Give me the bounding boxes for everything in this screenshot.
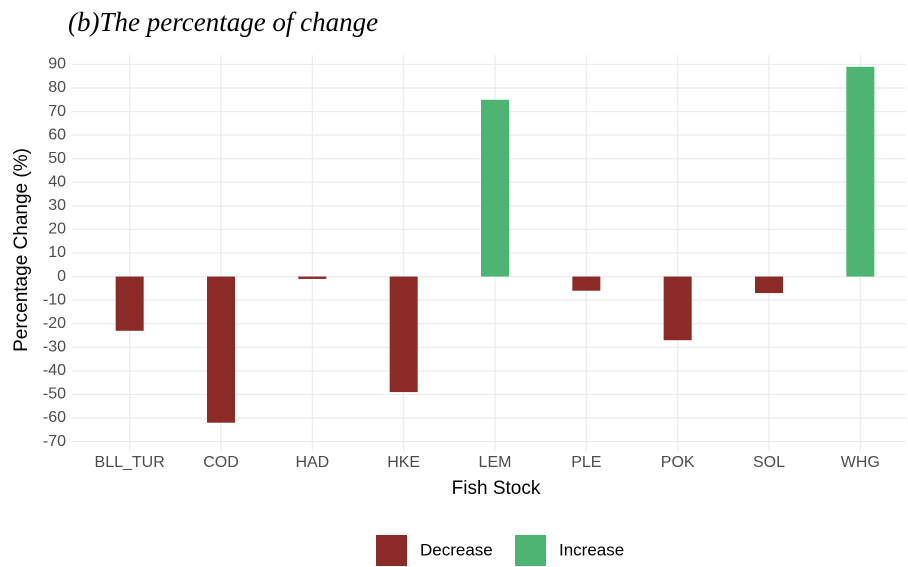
- y-tick-label: -10: [43, 291, 66, 308]
- y-tick-label: -30: [43, 339, 66, 356]
- y-tick-label: -50: [43, 386, 66, 403]
- legend-swatch: [376, 535, 407, 566]
- y-tick-label: 80: [48, 79, 66, 96]
- x-tick-label: PLE: [571, 454, 601, 471]
- legend-swatch: [515, 535, 546, 566]
- y-tick-label: -20: [43, 315, 66, 332]
- x-tick-label: BLL_TUR: [95, 454, 165, 471]
- x-tick-label: LEM: [479, 454, 512, 471]
- y-axis-title: Percentage Change (%): [11, 148, 32, 352]
- x-tick-label: SOL: [753, 454, 785, 471]
- x-tick-label: COD: [203, 454, 239, 471]
- y-tick-label: 10: [48, 244, 66, 261]
- legend-label: Decrease: [420, 540, 493, 559]
- chart-title: (b)The percentage of change: [68, 7, 378, 37]
- x-tick-label: WHG: [841, 454, 880, 471]
- bar: [115, 276, 144, 331]
- bar: [755, 276, 783, 294]
- y-tick-label: 30: [48, 197, 66, 214]
- bar: [663, 276, 692, 341]
- y-tick-label: 40: [48, 174, 66, 191]
- bar: [481, 99, 509, 277]
- y-tick-label: 20: [48, 221, 66, 238]
- bar: [207, 276, 235, 423]
- y-tick-label: -40: [43, 362, 66, 379]
- y-tick-label: 90: [48, 56, 66, 73]
- bar: [572, 276, 601, 291]
- bar: [389, 276, 418, 393]
- x-tick-label: HAD: [295, 454, 329, 471]
- y-tick-label: -70: [43, 433, 66, 450]
- y-tick-label: 70: [48, 103, 66, 120]
- y-tick-label: 50: [48, 150, 66, 167]
- x-tick-label: POK: [661, 454, 695, 471]
- legend-label: Increase: [559, 540, 624, 559]
- x-axis-title: Fish Stock: [452, 478, 541, 499]
- y-tick-label: -60: [43, 409, 66, 426]
- bar: [298, 276, 327, 279]
- y-tick-label: 60: [48, 126, 66, 143]
- x-tick-label: HKE: [387, 454, 420, 471]
- bar: [846, 66, 875, 277]
- y-tick-label: 0: [57, 268, 66, 285]
